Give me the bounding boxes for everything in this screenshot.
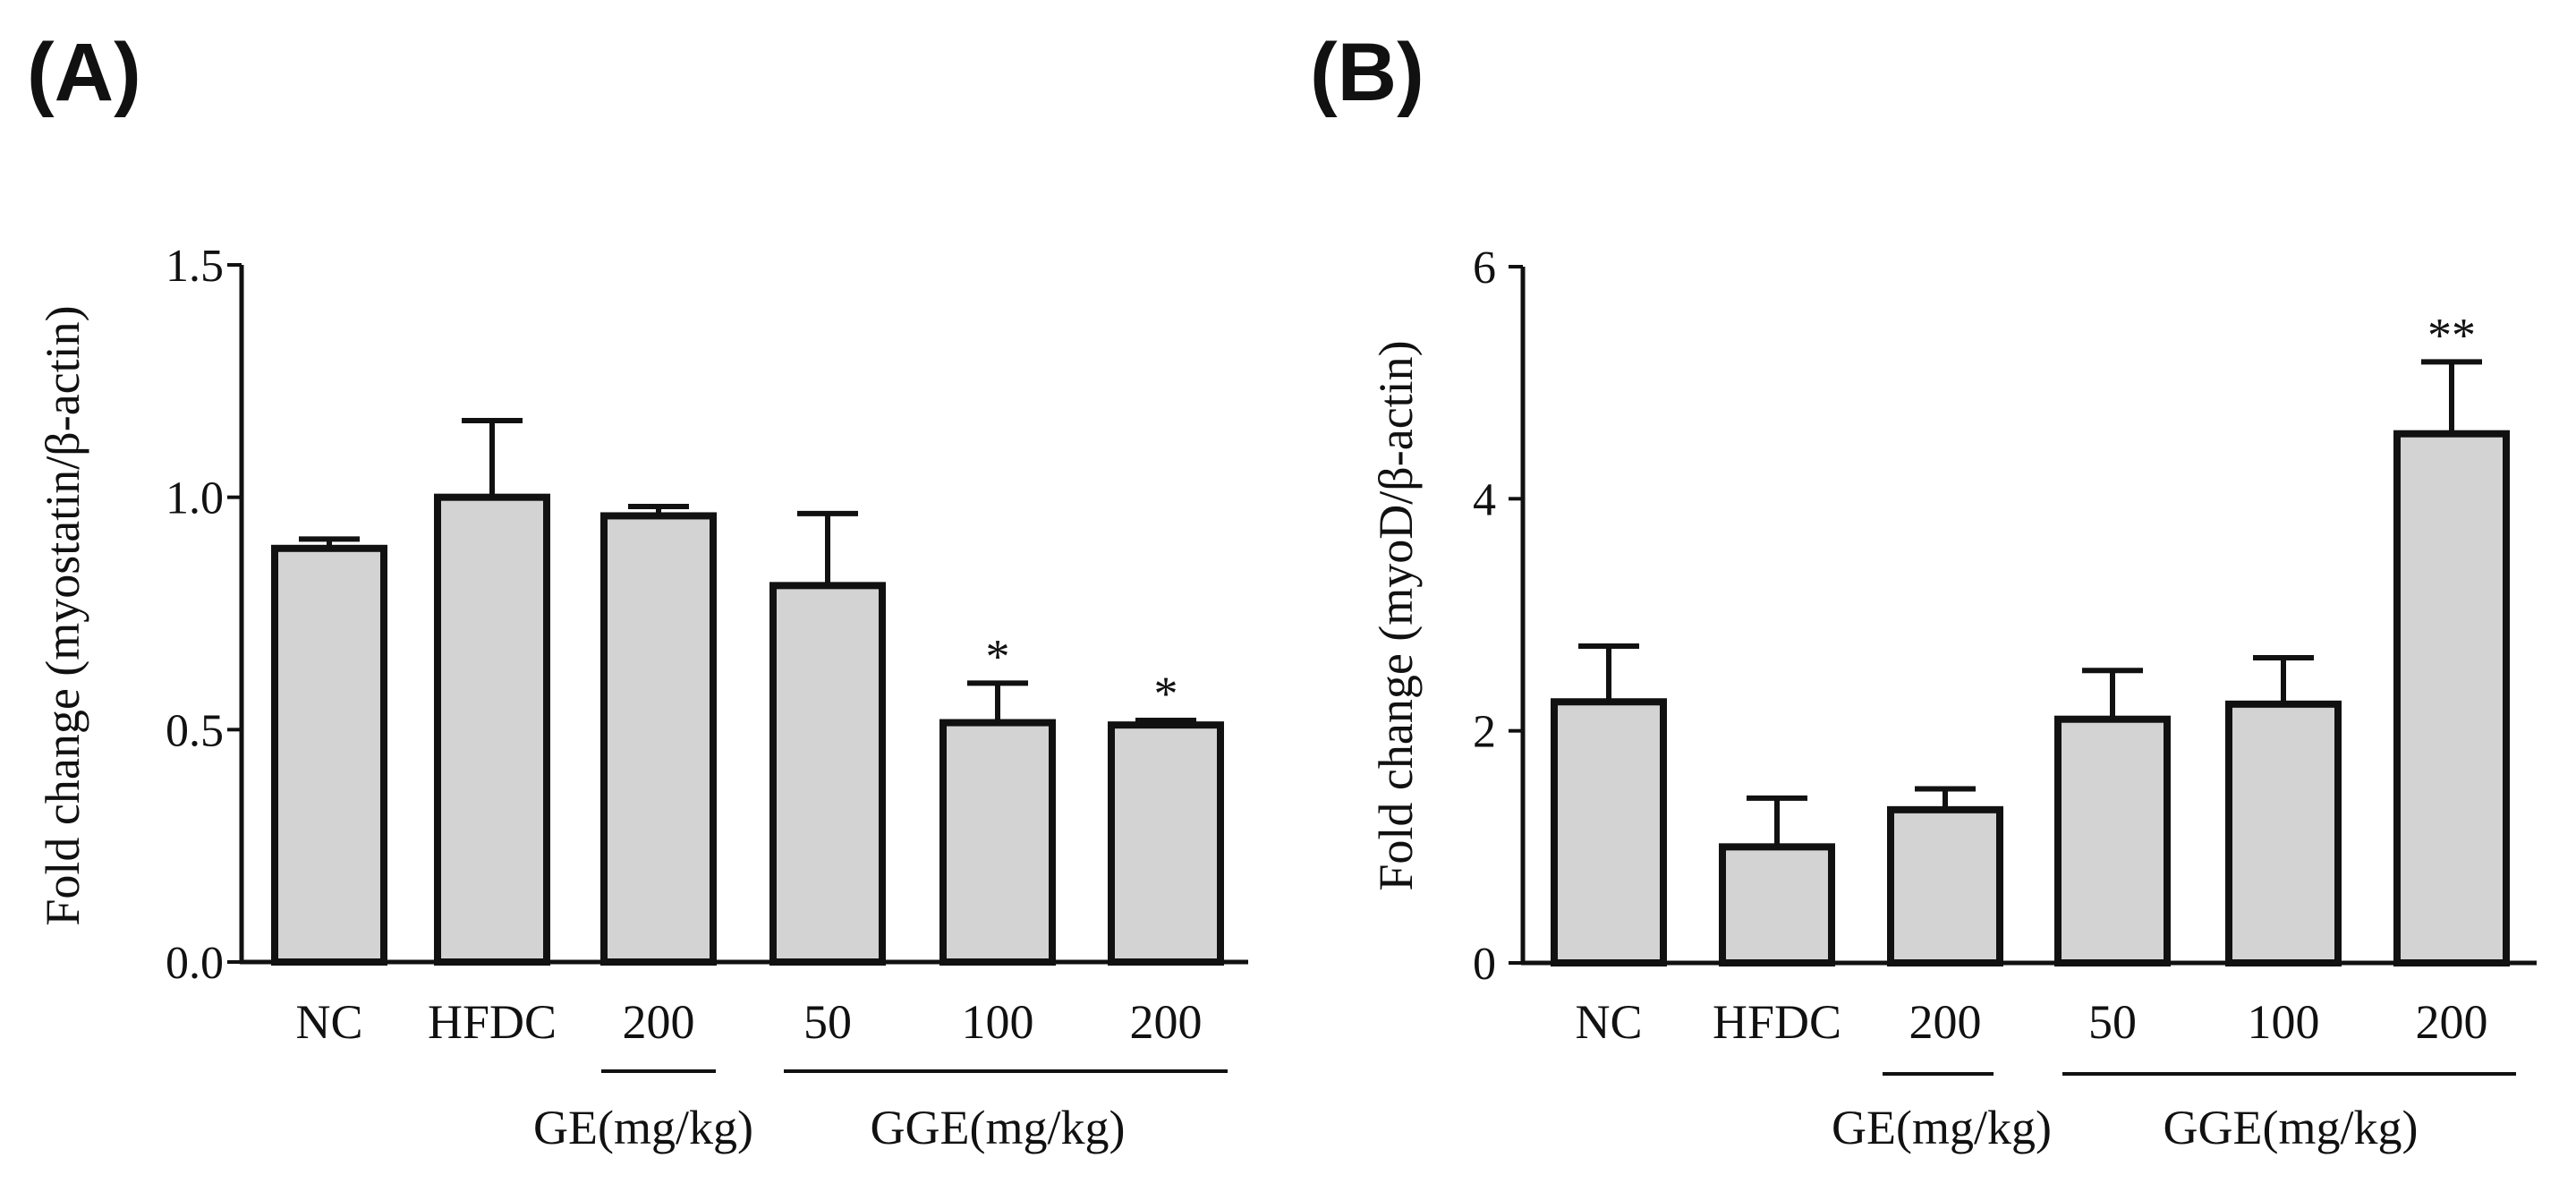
y-tick-label: 1.5: [166, 241, 224, 292]
group-label: GGE(mg/kg): [2164, 1101, 2419, 1154]
bar: [1722, 847, 1832, 963]
x-tick-label: NC: [1575, 995, 1642, 1049]
x-tick-label: 200: [623, 995, 695, 1049]
bar: [604, 515, 713, 962]
y-axis-label: Fold change (myostatin/β-actin): [36, 305, 89, 925]
x-tick-label: 50: [2088, 995, 2137, 1049]
bar: [2397, 434, 2506, 963]
y-axis-label: Fold change (myoD/β-actin): [1369, 340, 1423, 890]
bar: [1111, 725, 1220, 962]
chart-panel-a: (A) Fold change (myostatin/β-actin) 0.0 0.5…: [27, 27, 1248, 1154]
y-tick-label: 6: [1473, 243, 1496, 294]
bar: [773, 585, 882, 962]
bar: [2058, 719, 2167, 963]
x-tick-label: HFDC: [428, 995, 557, 1049]
group-label: GE(mg/kg): [1832, 1101, 2052, 1154]
bar: [438, 498, 547, 962]
y-tick-label: 4: [1473, 474, 1496, 525]
bar: [943, 723, 1052, 962]
chart-panel-b: (B) Fold change (myoD/β-actin) 0 2 4 6 NC HFDC 2…: [1310, 27, 2537, 1154]
x-tick-label: 200: [1909, 995, 1982, 1049]
y-tick-label: 0.5: [166, 705, 224, 756]
x-tick-label: 100: [962, 995, 1034, 1049]
significance-marker: **: [2427, 308, 2476, 362]
x-tick-label: HFDC: [1713, 995, 1841, 1049]
x-tick-label: NC: [295, 995, 362, 1049]
panel-label: (B): [1310, 27, 1424, 118]
bar: [275, 549, 384, 962]
bar: [1554, 702, 1663, 963]
y-tick-label: 0: [1473, 939, 1496, 990]
y-tick-label: 1.0: [166, 473, 224, 524]
panel-label: (A): [27, 27, 141, 118]
group-label: GGE(mg/kg): [871, 1101, 1126, 1154]
bar: [2229, 704, 2338, 963]
figure: (A) Fold change (myostatin/β-actin) 0.0 0.5…: [0, 0, 2576, 1192]
significance-marker: *: [986, 629, 1010, 683]
y-tick-label: 2: [1473, 707, 1496, 758]
group-label: GE(mg/kg): [533, 1101, 753, 1154]
significance-marker: *: [1154, 667, 1178, 720]
x-tick-label: 200: [2416, 995, 2488, 1049]
bar: [1891, 810, 2000, 963]
x-tick-label: 100: [2248, 995, 2320, 1049]
x-tick-label: 50: [803, 995, 852, 1049]
y-tick-label: 0.0: [166, 938, 224, 989]
x-tick-label: 200: [1130, 995, 1203, 1049]
